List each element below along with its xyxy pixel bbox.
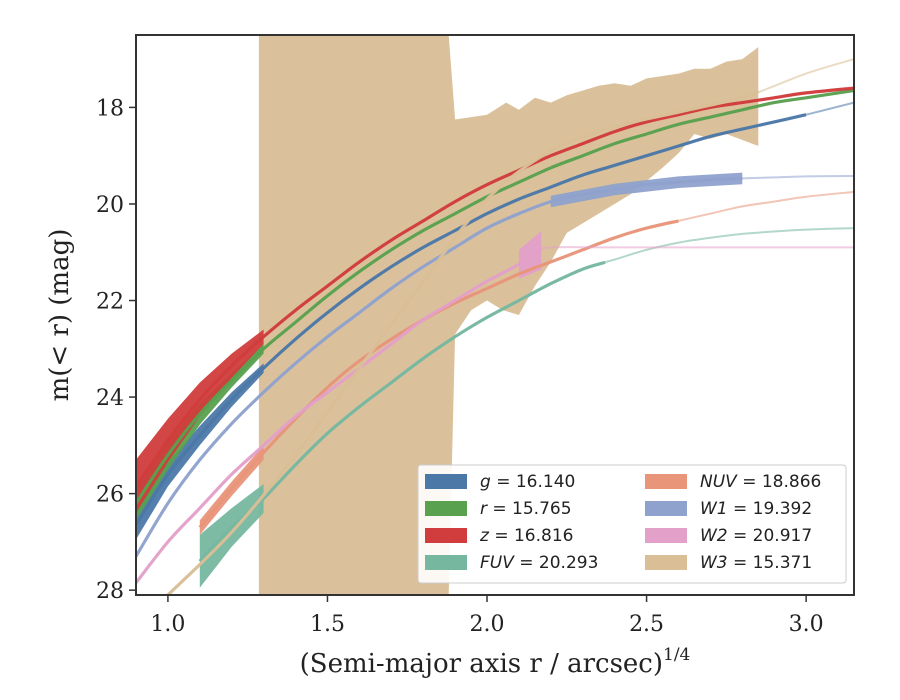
plot-frame: [135, 34, 855, 596]
y-tick-label: 26: [96, 483, 124, 508]
legend-swatch-nuv: [645, 474, 687, 489]
legend-box: [417, 464, 847, 584]
legend-label-w3: W3 = 15.371: [700, 553, 812, 573]
plot-area: [136, 35, 854, 595]
y-tick-label: 20: [96, 193, 124, 218]
x-axis-title-main: (Semi-major axis r / arcsec): [300, 649, 663, 679]
legend-label-z: z = 16.816: [479, 526, 573, 546]
legend-swatch-w1: [645, 501, 687, 516]
legend-label-w2: W2 = 20.917: [700, 526, 812, 546]
legend-label-nuv: NUV = 18.866: [700, 472, 821, 492]
legend-swatch-r: [425, 501, 467, 516]
legend-label-r: r = 15.765: [480, 499, 572, 519]
x-axis-title: (Semi-major axis r / arcsec)1/4: [300, 645, 691, 679]
x-tick-label: 2.5: [629, 612, 664, 637]
y-tick-label: 18: [96, 96, 124, 121]
x-tick-label: 3.0: [789, 612, 824, 637]
ticks-layer: 1.0 1.5 2.0 2.5 3.0 18 20 22 24 26 28: [96, 96, 824, 637]
y-tick-label: 22: [96, 290, 124, 315]
y-tick-label: 28: [96, 579, 124, 604]
series-measured-z: [136, 86, 854, 488]
series-measured-r: [136, 88, 854, 505]
x-axis-title-exponent: 1/4: [663, 645, 690, 665]
legend-swatch-fuv: [425, 555, 467, 570]
series-measured-w3: [166, 90, 759, 595]
legend-swatch-z: [425, 528, 467, 543]
legend: g = 16.140 r = 15.765 z = 16.816 FUV = 20.2…: [417, 464, 847, 584]
y-axis-title: m(< r) (mag): [45, 229, 75, 402]
legend-swatch-w2: [645, 528, 687, 543]
legend-label-fuv: FUV = 20.293: [480, 553, 598, 573]
y-tick-label: 24: [96, 386, 124, 411]
series-band-z: [136, 329, 264, 513]
legend-label-w1: W1 = 19.392: [700, 499, 812, 519]
legend-label-g: g = 16.140: [480, 472, 575, 492]
series-measured-g: [136, 113, 807, 526]
legend-swatch-w3: [645, 555, 687, 570]
x-tick-label: 2.0: [470, 612, 505, 637]
series-measured-fuv: [198, 260, 606, 563]
w3-band-layer: [258, 35, 759, 595]
lines-layer: [136, 58, 854, 595]
w3-band: [258, 35, 759, 595]
legend-swatch-g: [425, 474, 467, 489]
series-band-fuv: [199, 484, 264, 588]
x-tick-label: 1.5: [310, 612, 345, 637]
x-tick-label: 1.0: [150, 612, 185, 637]
